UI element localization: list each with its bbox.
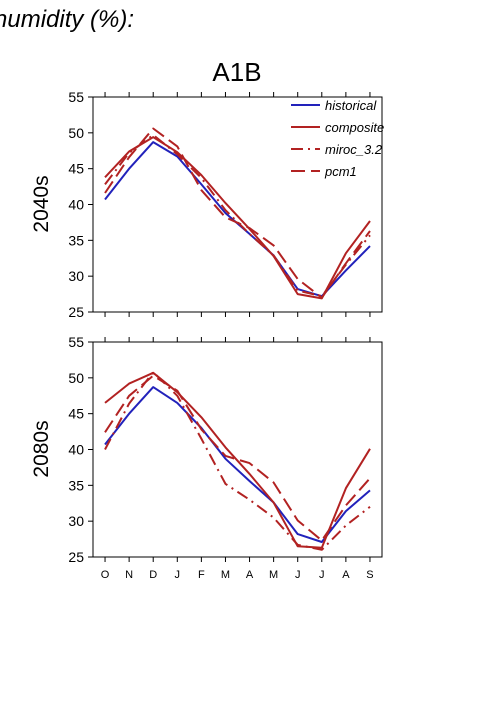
y-tick-label: 40 bbox=[68, 197, 84, 213]
y-tick-label: 35 bbox=[68, 477, 84, 493]
series-line-composite bbox=[104, 371, 371, 549]
figure-title: humidity (%): bbox=[0, 6, 134, 33]
series-line-historical bbox=[104, 386, 371, 543]
x-tick-label: F bbox=[198, 569, 205, 581]
panel-2040s: 2040s 25 30 35 40 45 50 55 historical composite m… bbox=[30, 89, 384, 320]
y-tick-label: 40 bbox=[68, 442, 84, 458]
series-line-pcm1 bbox=[104, 374, 371, 542]
series-line-miroc-3-2 bbox=[104, 371, 371, 551]
x-tick-label: J bbox=[295, 569, 301, 581]
x-tick-label: J bbox=[175, 569, 181, 581]
x-tick-label: N bbox=[125, 569, 133, 581]
panel-2080s: 2080s 25 30 35 40 45 50 55 O N D J F M A M J J A S bbox=[30, 334, 383, 581]
x-tick-label: J bbox=[319, 569, 325, 581]
legend-label: miroc_3.2 bbox=[325, 142, 383, 157]
y-tick-label: 50 bbox=[68, 370, 84, 386]
legend-label: composite bbox=[325, 120, 384, 135]
x-tick-label: A bbox=[342, 569, 350, 581]
y-tick-label: 30 bbox=[68, 268, 84, 284]
y-tick-label: 25 bbox=[68, 304, 84, 320]
x-tick-label: D bbox=[149, 569, 157, 581]
legend-label: historical bbox=[325, 98, 377, 113]
series-line-pcm1 bbox=[104, 127, 371, 299]
x-tick-label: S bbox=[366, 569, 373, 581]
y-tick-label: 30 bbox=[68, 513, 84, 529]
scenario-title: A1B bbox=[212, 57, 261, 87]
y-tick-label: 25 bbox=[68, 549, 84, 565]
y-tick-label: 50 bbox=[68, 125, 84, 141]
series-line-composite bbox=[104, 136, 371, 300]
y-tick-label: 55 bbox=[68, 89, 84, 105]
y-tick-label: 35 bbox=[68, 232, 84, 248]
x-tick-label: M bbox=[221, 569, 230, 581]
panel-label-2080s: 2080s bbox=[30, 420, 53, 477]
x-tick-label: M bbox=[269, 569, 278, 581]
legend-label: pcm1 bbox=[324, 164, 357, 179]
y-tick-label: 55 bbox=[68, 334, 84, 350]
x-tick-label: A bbox=[246, 569, 254, 581]
x-tick-label: O bbox=[101, 569, 110, 581]
panel-label-2040s: 2040s bbox=[30, 175, 53, 232]
plot-frame bbox=[92, 341, 383, 558]
y-tick-label: 45 bbox=[68, 161, 84, 177]
y-tick-label: 45 bbox=[68, 406, 84, 422]
